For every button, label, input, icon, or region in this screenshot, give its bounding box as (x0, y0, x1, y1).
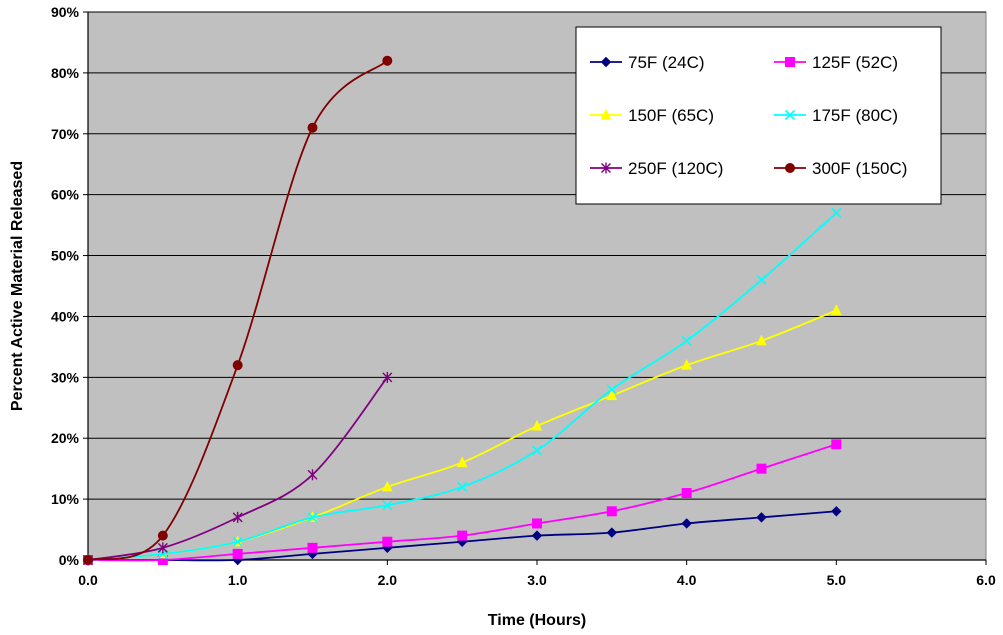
legend-marker (784, 109, 796, 121)
legend-marker (601, 162, 611, 174)
legend-item: 150F (65C) (590, 106, 714, 125)
legend-item: 175F (80C) (774, 106, 898, 125)
data-point (457, 530, 468, 541)
legend-marker (785, 57, 795, 67)
data-point (531, 419, 543, 431)
data-point (831, 506, 842, 517)
y-tick-label: 50% (51, 248, 80, 264)
data-point (681, 335, 692, 346)
y-tick-label: 20% (51, 430, 80, 446)
data-point (831, 439, 842, 450)
data-point (606, 389, 618, 401)
legend-label: 75F (24C) (628, 53, 705, 72)
legend-label: 125F (52C) (812, 53, 898, 72)
legend-item: 250F (120C) (590, 159, 723, 178)
x-tick-label: 3.0 (527, 572, 547, 588)
x-tick-label: 0.0 (78, 572, 98, 588)
data-point (232, 548, 243, 559)
data-point (606, 384, 617, 395)
data-point (307, 122, 318, 133)
data-point (307, 512, 318, 523)
data-point (456, 456, 468, 468)
series-line (87, 212, 837, 561)
legend-label: 250F (120C) (628, 159, 723, 178)
x-tick-label: 1.0 (228, 572, 248, 588)
data-point (831, 207, 842, 218)
series-6 (83, 55, 393, 565)
series-4 (82, 207, 842, 566)
y-tick-label: 0% (59, 552, 80, 568)
legend-label: 300F (150C) (812, 159, 907, 178)
x-tick-label: 5.0 (827, 572, 847, 588)
y-axis-title: Percent Active Material Released (9, 161, 26, 411)
legend-label: 150F (65C) (628, 106, 714, 125)
y-tick-label: 40% (51, 308, 80, 324)
legend-marker (600, 108, 612, 120)
series-group (82, 55, 842, 566)
legend-item: 75F (24C) (590, 53, 705, 72)
data-point (681, 488, 692, 499)
data-point (457, 481, 468, 492)
data-point (307, 469, 318, 481)
series-5 (83, 371, 393, 566)
legend-label: 175F (80C) (812, 106, 898, 125)
data-point (232, 511, 243, 523)
legend-marker (785, 163, 795, 173)
data-point (382, 55, 393, 66)
data-point (606, 527, 618, 538)
data-point (756, 334, 767, 346)
y-tick-label: 70% (51, 126, 80, 142)
y-tick-label: 10% (51, 491, 80, 507)
data-point (382, 371, 393, 383)
x-tick-label: 2.0 (378, 572, 398, 588)
data-point (532, 518, 542, 529)
legend: 75F (24C) 125F (52C) 150F (65C) 175F (80C) 2… (575, 26, 942, 205)
x-tick-label: 4.0 (677, 572, 697, 588)
data-point (681, 359, 692, 370)
data-point (157, 530, 168, 541)
data-point (756, 463, 767, 474)
legend-item: 125F (52C) (774, 53, 898, 72)
data-point (606, 506, 617, 517)
y-tick-label: 90% (51, 4, 80, 20)
data-point (531, 445, 543, 456)
data-point (83, 555, 93, 565)
y-tick-label: 30% (51, 369, 80, 385)
y-tick-label: 80% (51, 65, 80, 81)
data-point (831, 304, 842, 315)
data-point (382, 480, 393, 492)
legend-box (575, 26, 942, 205)
series-line (87, 376, 389, 561)
data-point (382, 536, 393, 547)
y-tick-label: 60% (51, 187, 80, 203)
data-point (157, 542, 168, 554)
legend-item: 300F (150C) (774, 159, 907, 178)
data-point (756, 274, 767, 285)
data-point (531, 530, 543, 541)
data-point (232, 360, 243, 371)
x-axis-title: Time (Hours) (488, 612, 586, 629)
data-point (382, 500, 393, 511)
data-point (232, 536, 243, 547)
legend-marker (600, 56, 612, 68)
x-tick-label: 6.0 (976, 572, 996, 588)
data-point (681, 518, 692, 529)
data-point (756, 512, 767, 523)
data-point (307, 542, 318, 553)
series-line (87, 60, 388, 561)
